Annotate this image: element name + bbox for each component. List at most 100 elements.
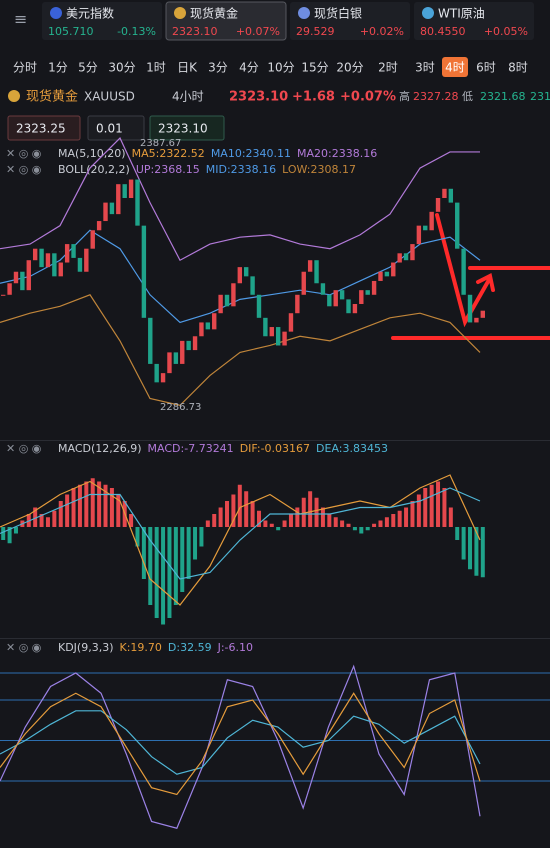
macd-bar	[404, 507, 409, 527]
timeframe[interactable]: 日K	[177, 61, 198, 75]
low: 2321.68	[480, 90, 526, 103]
candle	[455, 202, 460, 249]
ticker-card[interactable]	[414, 2, 534, 40]
candle	[64, 244, 70, 263]
macd-bar	[308, 491, 313, 527]
ticker-card[interactable]	[42, 2, 162, 40]
candle	[58, 262, 63, 277]
period[interactable]: 4小时	[172, 90, 204, 104]
candle	[371, 280, 377, 295]
timeframe[interactable]: 5分	[78, 61, 98, 75]
candle	[160, 373, 166, 383]
candle	[32, 248, 38, 261]
macd-bar	[212, 514, 217, 527]
candle	[442, 188, 447, 198]
indicator-label: KDJ(9,3,3)	[58, 641, 114, 654]
ticker-icon	[298, 7, 310, 19]
candle	[250, 276, 255, 295]
timeframe[interactable]: 20分	[336, 61, 363, 75]
candle	[192, 336, 198, 351]
timeframe[interactable]: 15分	[301, 61, 328, 75]
order-box[interactable]	[87, 115, 145, 141]
kdj-line	[0, 710, 481, 775]
macd-bar	[173, 527, 178, 605]
timeframe[interactable]: 2时	[378, 61, 398, 75]
candle	[403, 253, 409, 261]
ticker-card[interactable]	[165, 1, 287, 41]
boll-line	[0, 137, 480, 262]
order-box[interactable]	[149, 115, 225, 141]
order-box[interactable]	[7, 115, 81, 141]
macd-bar	[84, 481, 89, 527]
candle	[90, 230, 95, 249]
macd-bar	[314, 497, 319, 527]
macd-bar	[109, 488, 114, 527]
candle	[256, 294, 262, 318]
candle	[391, 262, 396, 277]
macd-bar	[193, 527, 198, 560]
extra: 231	[530, 90, 550, 103]
price: 2323.10	[229, 90, 288, 105]
timeframe[interactable]: 8时	[508, 61, 528, 75]
macd-bar	[180, 527, 185, 592]
indicator-label: MA20:2338.16	[297, 147, 377, 160]
dea-line	[0, 487, 481, 580]
macd-bar	[186, 527, 191, 579]
timeframe[interactable]: 6时	[476, 61, 496, 75]
macd-bar	[327, 514, 332, 527]
candle	[231, 283, 236, 307]
indicator-label: D:32.59	[168, 641, 212, 654]
macd-bar	[237, 484, 242, 527]
candle	[282, 331, 287, 346]
candle	[103, 202, 108, 222]
timeframe[interactable]: 3时	[415, 61, 435, 75]
timeframe[interactable]: 分时	[13, 61, 37, 75]
candle	[416, 225, 422, 245]
macd-bar	[7, 527, 12, 544]
candle	[116, 184, 121, 215]
timeframe[interactable]: 10分	[267, 61, 294, 75]
candle	[148, 317, 153, 364]
macd-bar	[301, 497, 306, 527]
symbol: 现货黄金	[26, 89, 78, 105]
candle	[378, 271, 383, 281]
candle	[448, 188, 454, 203]
candle	[167, 352, 172, 374]
candle	[212, 313, 217, 330]
menu-icon: ≡	[14, 10, 27, 29]
candle	[186, 340, 191, 351]
macd-bar	[448, 507, 453, 527]
macd-bar	[65, 494, 70, 527]
macd-bar	[103, 484, 108, 527]
indicator-label: MA10:2340.11	[211, 147, 291, 160]
macd-bar	[436, 481, 441, 527]
timeframe[interactable]: 30分	[108, 61, 135, 75]
candle	[173, 352, 179, 364]
timeframe[interactable]: 1时	[146, 61, 166, 75]
order-bid: 2323.25	[16, 122, 66, 136]
ticker-price: 29.529	[296, 25, 335, 38]
macd-bar	[13, 527, 18, 534]
macd-bar	[474, 527, 479, 576]
timeframe[interactable]: 3分	[208, 61, 228, 75]
change-pct: +0.07%	[340, 90, 396, 105]
candle	[77, 257, 83, 272]
macd-bar	[391, 514, 396, 527]
macd-bar	[384, 517, 389, 527]
macd-bar	[397, 510, 402, 527]
ticker-name: WTI原油	[438, 7, 485, 21]
ticker-price: 2323.10	[172, 25, 218, 38]
ticker-card[interactable]	[290, 2, 410, 40]
timeframe[interactable]: 1分	[48, 61, 68, 75]
macd-bar	[359, 527, 364, 534]
candle	[480, 310, 485, 318]
timeframe[interactable]: 4分	[239, 61, 259, 75]
macd-bar	[45, 517, 50, 527]
candle	[96, 221, 102, 231]
timeframe[interactable]: 4时	[445, 61, 465, 75]
indicator-label: K:19.70	[120, 641, 162, 654]
candle	[333, 290, 338, 307]
macd-bar	[71, 488, 76, 527]
macd-bar	[263, 520, 268, 527]
